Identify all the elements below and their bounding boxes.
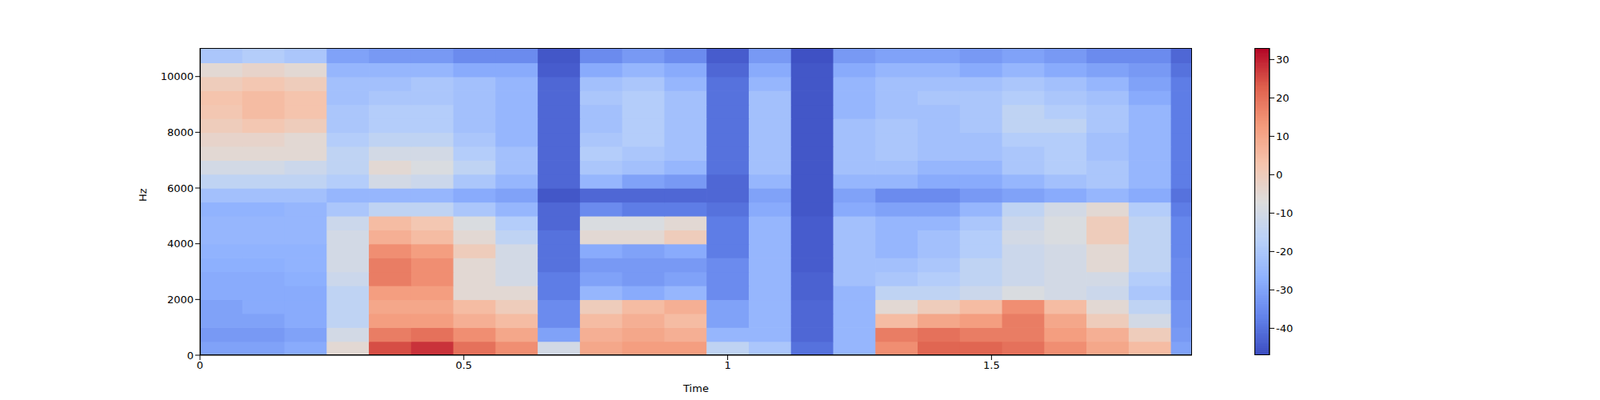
svg-text:-20: -20 (1276, 245, 1293, 258)
svg-text:4000: 4000 (167, 237, 194, 250)
svg-text:0: 0 (187, 349, 194, 362)
svg-text:1.5: 1.5 (983, 359, 1000, 372)
svg-text:-40: -40 (1276, 322, 1293, 335)
svg-text:8000: 8000 (167, 126, 194, 139)
svg-text:6000: 6000 (167, 182, 194, 195)
svg-text:0.5: 0.5 (455, 359, 472, 372)
svg-text:Time: Time (682, 382, 709, 395)
svg-text:0: 0 (196, 359, 204, 372)
svg-text:Hz: Hz (136, 188, 149, 202)
svg-text:30: 30 (1276, 53, 1290, 66)
svg-text:0: 0 (1276, 168, 1283, 181)
svg-text:10: 10 (1276, 130, 1290, 143)
svg-text:1: 1 (724, 359, 731, 372)
svg-text:2000: 2000 (167, 293, 194, 306)
svg-text:20: 20 (1276, 92, 1290, 104)
svg-text:-30: -30 (1276, 284, 1293, 296)
svg-text:-10: -10 (1276, 207, 1293, 220)
svg-text:10000: 10000 (160, 70, 194, 83)
